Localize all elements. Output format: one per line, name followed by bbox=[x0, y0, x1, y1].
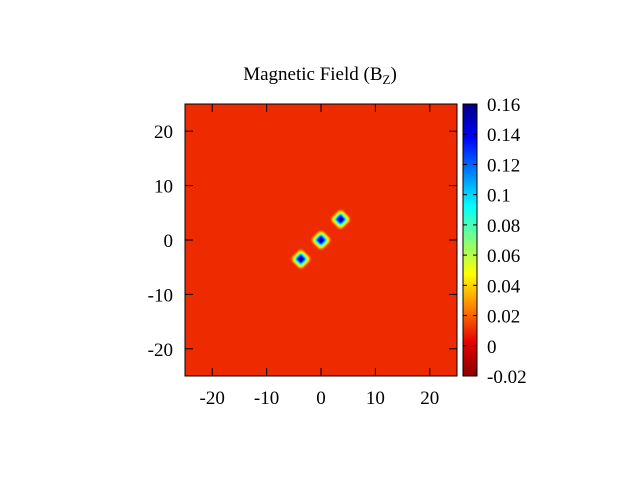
x-tick-label: -20 bbox=[200, 388, 225, 409]
x-tick-label: 10 bbox=[366, 388, 385, 409]
colorbar-tick-label: 0.04 bbox=[487, 276, 521, 297]
chart-title: Magnetic Field (BZ) bbox=[243, 64, 397, 87]
y-tick-label: 0 bbox=[164, 231, 174, 252]
colorbar: 0.16 0.14 0.12 0.1 0.08 0.06 0.04 0.02 0 -0.02 bbox=[462, 95, 527, 388]
y-tick-label: -20 bbox=[148, 340, 173, 361]
x-tick-label: -10 bbox=[254, 388, 279, 409]
colorbar-tick-label: 0.16 bbox=[487, 95, 520, 116]
y-tick-label: 20 bbox=[154, 122, 173, 143]
colorbar-tick-label: -0.02 bbox=[487, 367, 527, 388]
chart-title-suffix: ) bbox=[390, 64, 396, 85]
field-peak bbox=[310, 229, 332, 251]
colorbar-tick-label: 0.02 bbox=[487, 307, 520, 328]
colorbar-tick-label: 0.1 bbox=[487, 186, 511, 207]
field-peak bbox=[290, 248, 312, 270]
field-peak bbox=[329, 208, 352, 231]
colorbar-tick-label: 0.06 bbox=[487, 246, 520, 267]
colorbar-scale bbox=[462, 103, 478, 377]
y-tick-label: -10 bbox=[148, 285, 173, 306]
peak-contour bbox=[338, 217, 343, 222]
colorbar-tick-label: 0.12 bbox=[487, 155, 520, 176]
peak-contour bbox=[319, 238, 323, 242]
colorbar-tick-label: 0 bbox=[487, 337, 497, 358]
x-tick-label: 20 bbox=[420, 388, 439, 409]
colorbar-tick-label: 0.14 bbox=[487, 125, 521, 146]
x-tick-label: 0 bbox=[316, 388, 326, 409]
chart-title-subscript: Z bbox=[383, 72, 391, 87]
colorbar-tick-label: 0.08 bbox=[487, 216, 520, 237]
chart-title-main: Magnetic Field (B bbox=[243, 64, 382, 85]
plot-area bbox=[185, 104, 457, 376]
peak-contour bbox=[299, 257, 303, 261]
y-tick-label: 10 bbox=[154, 177, 173, 198]
axes: -20 -10 0 10 20 -20 -10 0 10 20 bbox=[148, 103, 458, 409]
